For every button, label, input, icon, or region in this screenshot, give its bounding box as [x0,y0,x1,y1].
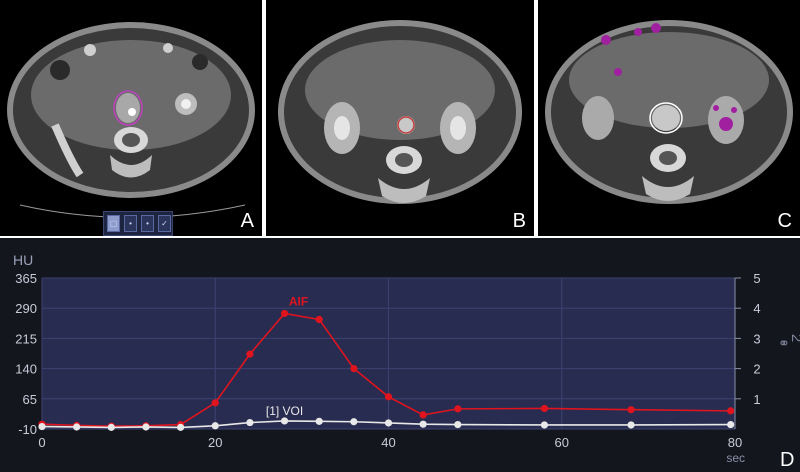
voi-data-point [627,421,635,429]
ct-slice-c [545,20,793,204]
aif-data-point [350,365,358,373]
voi-data-point [280,417,289,425]
x-tick-label: 60 [555,435,569,450]
y-left-tick-label: -10 [18,422,37,437]
voi-data-point [38,422,46,431]
y-left-tick-label: 290 [15,301,37,316]
y-left-tick-label: 215 [15,331,37,346]
panel-label-d: D [780,449,794,471]
ct-slice-b [278,20,522,204]
aif-icon[interactable]: • [124,215,137,232]
voi-data-point [315,417,323,425]
ct-image-panel-c: C [538,0,800,236]
left-axis-ticks: -10 65 140 215 290 365 [15,271,37,437]
voi-data-point [419,420,427,428]
ct-image-panel-a: ▢ • • ✓ A [0,0,262,236]
panel-label-c: C [777,210,792,232]
voi-data-point [107,423,115,431]
confirm-icon[interactable]: ✓ [158,215,171,232]
y-right-tick-label: 2 [753,362,760,377]
panel-label-a: A [240,210,254,232]
aif-data-point [454,405,462,413]
aif-data-point [727,407,735,415]
x-tick-label: 40 [381,435,395,450]
voi-data-point [246,418,254,427]
y-left-label: HU [13,252,33,268]
ct-image-panel-b: B [266,0,534,236]
aif-toolbar: ▢ • • ✓ [103,211,173,236]
y-left-tick-label: 65 [23,392,37,407]
y-right-tick-label: 1 [753,392,760,407]
aif-data-point [627,406,635,414]
y-left-tick-label: 365 [15,271,37,286]
x-tick-label: 20 [208,435,222,450]
voi-data-point [454,420,462,429]
time-attenuation-chart: -10 65 140 215 290 365 1 2 3 4 5 0 20 40 60 80 AIF [1]… [0,238,800,472]
y-right-tick-label: 3 [753,331,760,346]
series-line-aif [41,312,731,427]
aif-data-point [246,350,254,358]
link-icon[interactable]: ⚭ [778,336,790,352]
aif-data-point [315,315,323,324]
voi-data-point [177,423,185,431]
y-right-tick-label: 4 [753,301,760,316]
voi-data-point [73,423,81,431]
series-layer: AIF [1] VOI [38,294,735,431]
aif-data-point [384,393,393,401]
series-label-aif: AIF [289,294,308,308]
grid-lines [41,277,736,430]
select-icon[interactable]: ▢ [107,215,120,232]
voi-data-point [350,418,358,426]
series-label-voi: [1] VOI [266,404,303,418]
x-unit-label: sec [726,451,745,465]
voi-icon[interactable]: • [141,215,154,232]
x-tick-label: 0 [38,435,45,450]
y-right-tick-label: 5 [753,271,760,286]
panel-label-b: B [512,210,526,232]
right-axis-ticks: 1 2 3 4 5 [734,271,761,429]
aif-data-point [211,399,219,407]
aif-data-point [419,411,427,419]
ct-slice-a [7,22,255,218]
x-tick-label: 80 [728,435,742,450]
voi-data-point [727,420,735,429]
voi-data-point [211,422,219,430]
voi-data-point [540,421,549,429]
y-right-label: 2 [788,334,800,342]
aif-data-point [540,404,549,413]
voi-data-point [142,423,150,431]
chart-svg: -10 65 140 215 290 365 1 2 3 4 5 0 20 40 60 80 AIF [1]… [13,252,800,471]
y-left-tick-label: 140 [15,362,37,377]
aif-data-point [280,309,289,318]
x-axis-ticks: 0 20 40 60 80 [38,435,742,450]
series-line-voi [41,420,731,429]
voi-data-point [384,419,393,427]
